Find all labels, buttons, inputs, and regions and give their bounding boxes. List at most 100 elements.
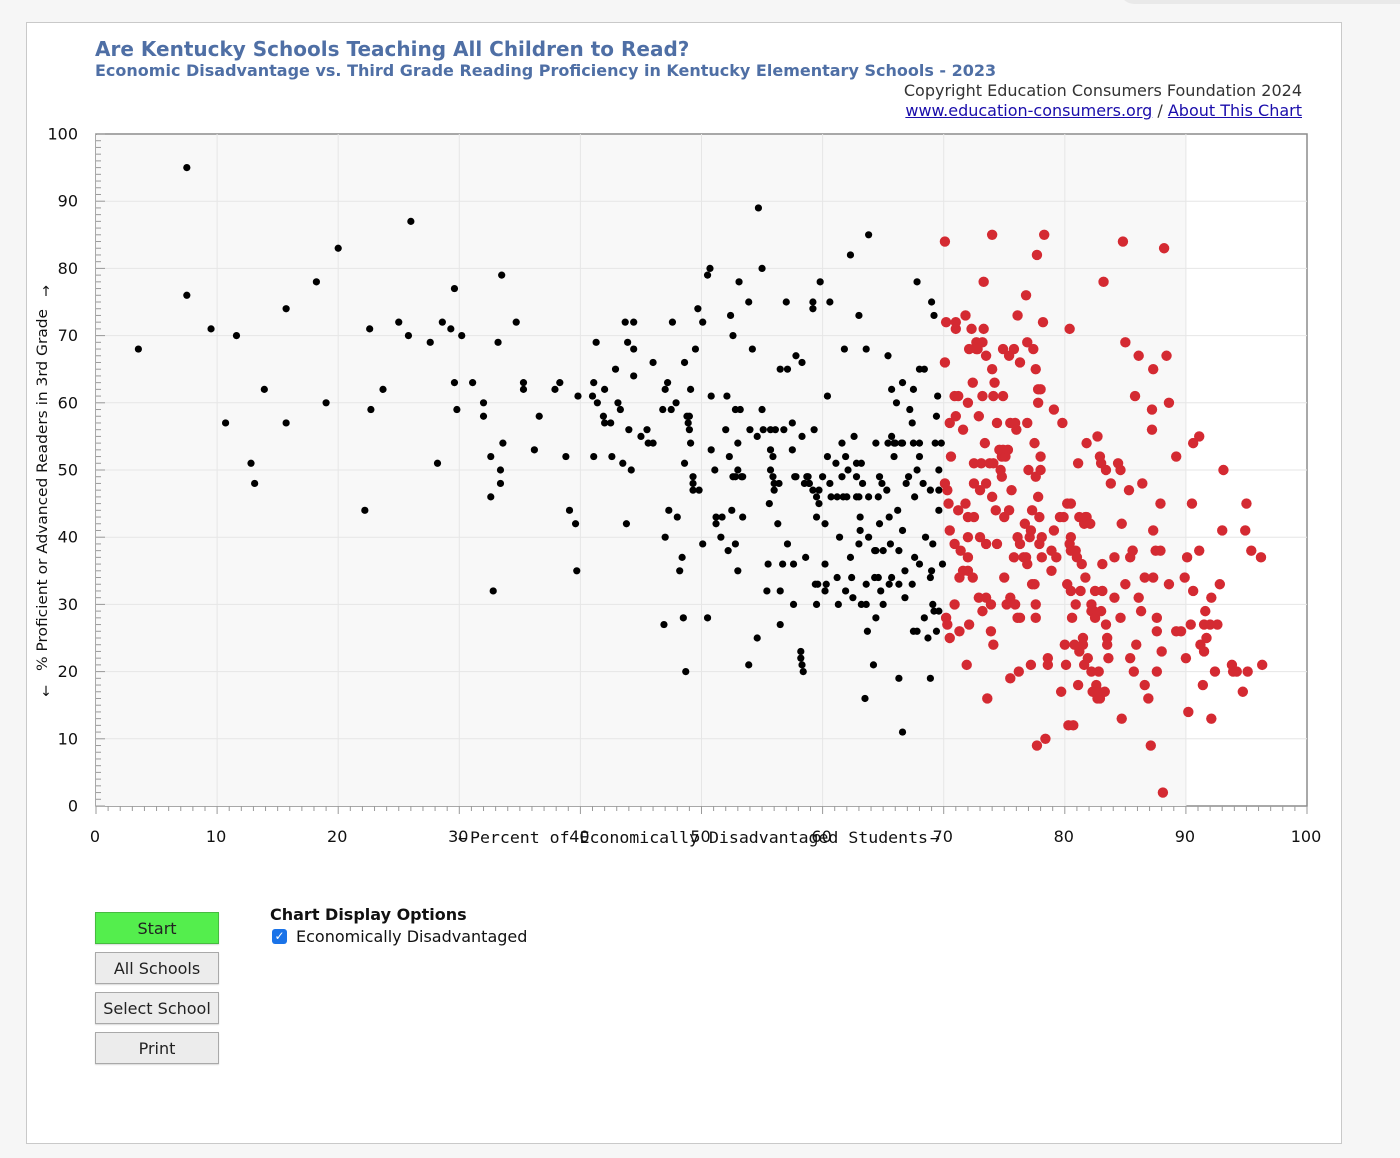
data-point xyxy=(739,513,747,521)
data-point xyxy=(1065,585,1077,597)
data-point xyxy=(689,479,697,488)
x-tick-label: 70 xyxy=(933,827,953,846)
data-point xyxy=(1031,249,1043,261)
data-point xyxy=(919,479,927,488)
data-point xyxy=(934,392,942,400)
data-point xyxy=(858,479,867,488)
data-point xyxy=(1206,713,1217,724)
data-point xyxy=(759,426,767,434)
econ-disadvantaged-option: ✓ Economically Disadvantaged xyxy=(272,926,527,946)
data-point xyxy=(630,345,638,353)
data-point xyxy=(1100,464,1112,476)
data-point xyxy=(776,620,784,629)
data-point xyxy=(986,229,998,240)
y-tick-label: 70 xyxy=(58,326,78,345)
data-point xyxy=(856,513,864,521)
data-point xyxy=(1070,599,1081,610)
data-point xyxy=(1256,659,1268,671)
data-point xyxy=(856,526,864,535)
data-point xyxy=(798,358,806,367)
data-point xyxy=(678,553,686,561)
data-point xyxy=(974,484,986,496)
data-point xyxy=(915,560,924,568)
x-tick-labels: 0 10 20 30 40 50 60 70 80 90 100 xyxy=(90,827,1321,846)
data-point xyxy=(1128,666,1140,677)
data-point xyxy=(884,439,892,447)
data-point xyxy=(1013,666,1024,677)
data-point xyxy=(911,493,919,501)
data-point xyxy=(1048,404,1060,415)
about-chart-link[interactable]: About This Chart xyxy=(1167,101,1302,120)
data-point xyxy=(996,471,1008,482)
data-point xyxy=(875,520,884,528)
data-point xyxy=(260,385,268,393)
data-point xyxy=(1040,733,1051,744)
data-point xyxy=(1022,558,1033,570)
all-schools-button[interactable]: All Schools xyxy=(95,952,219,984)
data-point xyxy=(921,533,930,541)
data-point xyxy=(1022,337,1033,348)
data-point xyxy=(1120,579,1131,590)
data-point xyxy=(1098,276,1109,288)
select-school-button[interactable]: Select School xyxy=(95,992,219,1024)
data-point xyxy=(763,587,771,595)
data-point xyxy=(1086,666,1097,677)
data-point xyxy=(1240,525,1251,536)
data-point xyxy=(846,553,855,561)
data-point xyxy=(734,439,742,447)
data-point xyxy=(1155,545,1166,556)
data-point xyxy=(920,365,928,373)
data-point xyxy=(766,466,775,474)
data-point xyxy=(1068,720,1079,731)
data-point xyxy=(661,385,669,393)
data-point xyxy=(967,377,978,388)
data-point xyxy=(973,592,985,603)
data-point xyxy=(1101,632,1113,644)
data-point xyxy=(458,332,466,340)
data-point xyxy=(852,473,861,481)
data-point xyxy=(776,587,784,595)
print-button[interactable]: Print xyxy=(95,1032,219,1064)
data-point xyxy=(1124,652,1136,664)
data-point xyxy=(573,567,581,575)
data-point xyxy=(601,419,609,427)
data-point xyxy=(703,271,712,279)
econ-disadvantaged-checkbox[interactable]: ✓ xyxy=(272,928,287,944)
data-point xyxy=(943,498,954,509)
data-point xyxy=(1072,458,1084,469)
site-link[interactable]: www.education-consumers.org xyxy=(905,101,1153,120)
data-point xyxy=(754,204,763,212)
data-point xyxy=(885,580,893,588)
data-point xyxy=(898,526,907,535)
data-point xyxy=(904,473,913,481)
data-point xyxy=(1082,652,1094,664)
data-point xyxy=(1072,679,1084,691)
data-point xyxy=(1008,552,1020,563)
data-point xyxy=(479,399,488,407)
data-point xyxy=(1155,498,1166,509)
data-point xyxy=(1186,498,1198,509)
data-point xyxy=(592,338,600,346)
data-point xyxy=(712,513,720,521)
data-point xyxy=(991,538,1003,550)
y-tick-label: 60 xyxy=(58,393,78,412)
data-point xyxy=(433,459,442,467)
data-point xyxy=(453,405,461,414)
data-point xyxy=(1089,612,1101,624)
data-point xyxy=(935,466,943,474)
start-button[interactable]: Start xyxy=(95,912,219,944)
data-point xyxy=(748,345,756,353)
data-point xyxy=(991,417,1003,429)
data-point xyxy=(729,332,737,340)
data-point xyxy=(874,573,882,582)
data-point xyxy=(1037,316,1049,328)
data-point xyxy=(815,486,823,494)
data-point xyxy=(1163,579,1175,590)
data-point xyxy=(979,437,991,449)
data-point xyxy=(782,298,790,306)
data-point xyxy=(1161,350,1172,361)
data-point xyxy=(986,491,998,503)
data-point xyxy=(978,323,989,335)
data-point xyxy=(848,573,856,582)
data-point xyxy=(221,419,230,427)
